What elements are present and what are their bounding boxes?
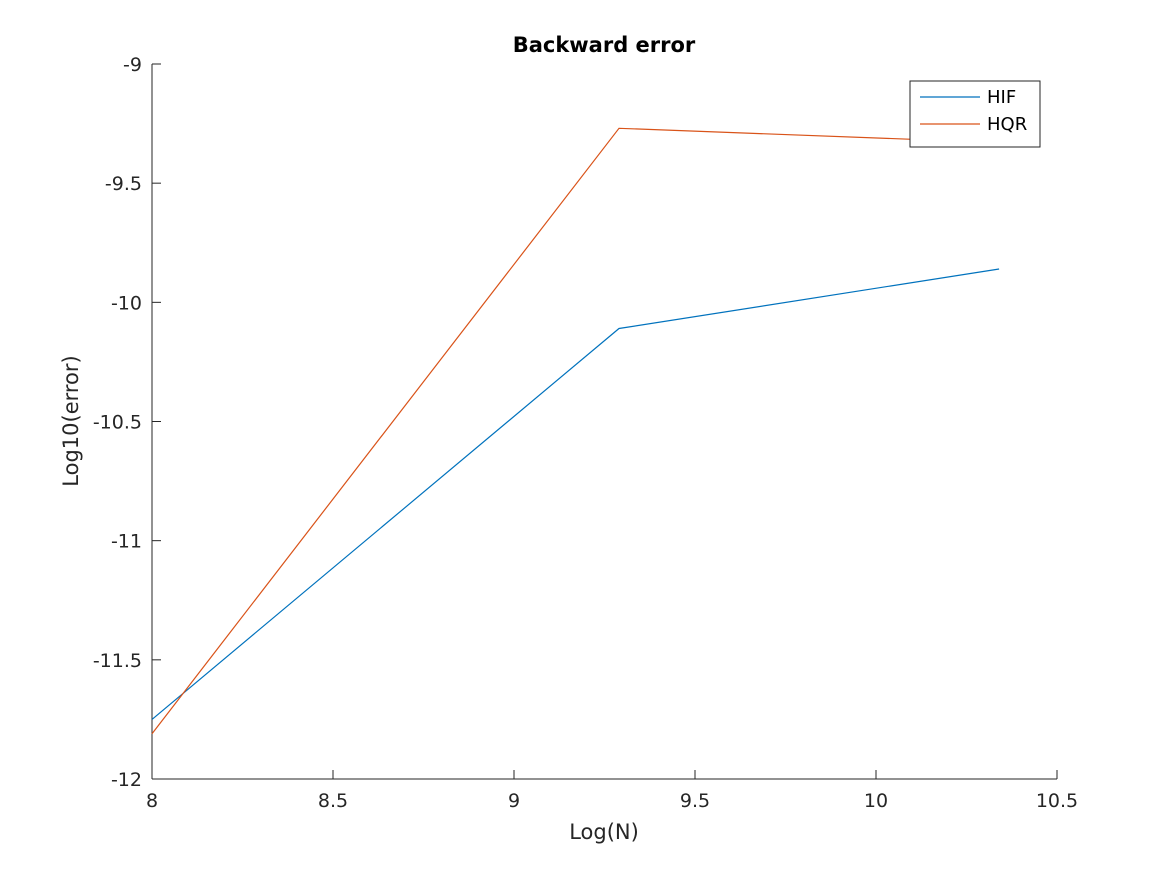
x-tick-label: 9.5 xyxy=(680,790,710,812)
series-line-hqr xyxy=(151,127,1000,735)
y-tick-label: -10 xyxy=(111,292,142,314)
x-tick-label: 8 xyxy=(146,790,158,812)
y-tick-label: -11.5 xyxy=(93,650,142,672)
x-axis-label: Log(N) xyxy=(569,820,639,844)
x-tick-label: 8.5 xyxy=(318,790,348,812)
y-ticks: -12 -11.5 -11 -10.5 -10 -9.5 -9 xyxy=(93,54,161,791)
legend-label-hif: HIF xyxy=(987,87,1016,108)
legend: HIF HQR xyxy=(909,80,1041,148)
series-line-hif xyxy=(151,268,1000,720)
x-tick-label: 10 xyxy=(864,790,888,812)
y-tick-label: -9.5 xyxy=(105,173,142,195)
x-tick-label: 9 xyxy=(508,790,520,812)
y-tick-label: -12 xyxy=(111,769,142,791)
y-tick-label: -11 xyxy=(111,531,142,553)
y-tick-label: -9 xyxy=(123,54,142,76)
chart-title: Backward error xyxy=(513,33,696,57)
x-ticks: 8 8.5 9 9.5 10 10.5 xyxy=(146,770,1078,812)
plot-lines xyxy=(151,127,1000,735)
legend-box xyxy=(909,80,1041,148)
x-tick-label: 10.5 xyxy=(1036,790,1078,812)
legend-label-hqr: HQR xyxy=(987,114,1027,135)
y-axis-label: Log10(error) xyxy=(59,355,83,486)
y-tick-label: -10.5 xyxy=(93,412,142,434)
